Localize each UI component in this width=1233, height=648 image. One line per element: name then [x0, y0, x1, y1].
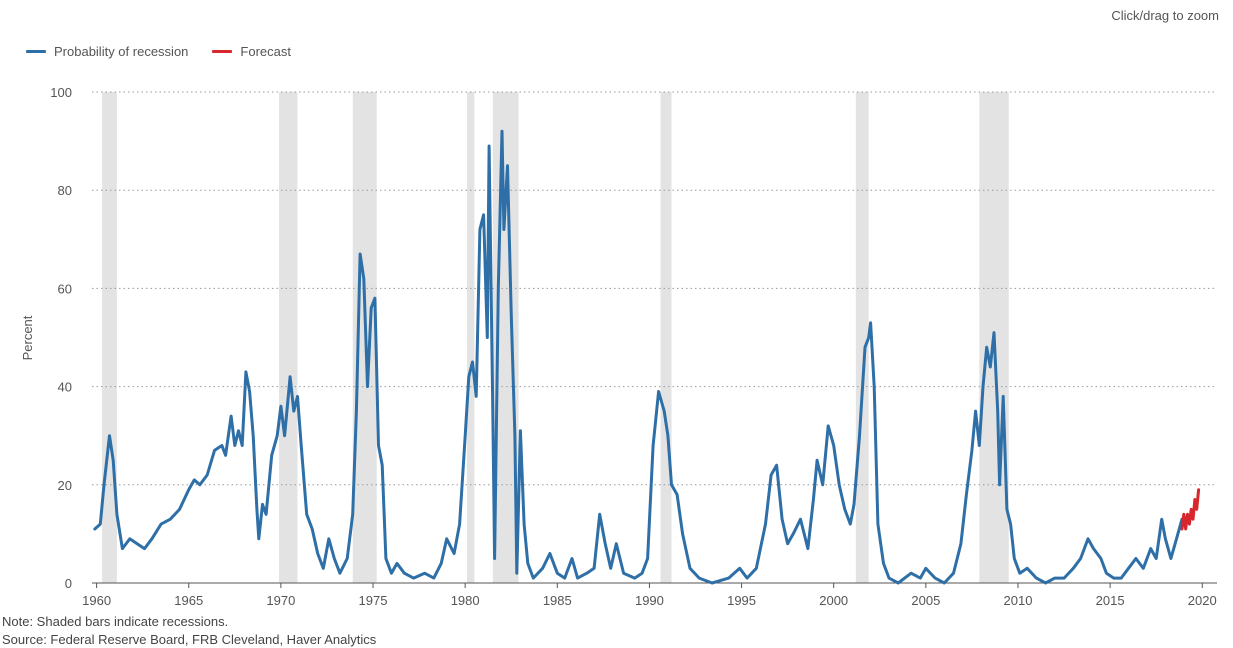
x-tick-label-2020: 2020: [1188, 593, 1217, 608]
x-tick-label-2005: 2005: [911, 593, 940, 608]
recession-probability-chart[interactable]: 0 20 40 60 80 100 1960 1965 1970 1975 1980 1985 1990…: [0, 0, 1233, 612]
x-tick-label-1960: 1960: [82, 593, 111, 608]
legend-swatch-probability: [26, 50, 46, 53]
legend-item-forecast[interactable]: Forecast: [212, 44, 291, 59]
y-tick-label-80: 80: [58, 183, 72, 198]
recession-bar-5: [660, 92, 672, 583]
recession-bar-3: [467, 92, 475, 583]
legend-label-probability: Probability of recession: [54, 44, 189, 59]
legend-item-probability[interactable]: Probability of recession: [26, 44, 188, 59]
recession-bar-6: [855, 92, 869, 583]
chart-note: Note: Shaded bars indicate recessions.: [2, 614, 229, 629]
recession-bar-0: [102, 92, 117, 583]
y-tick-label-40: 40: [58, 380, 72, 395]
x-tick-label-1965: 1965: [174, 593, 203, 608]
x-tick-label-2015: 2015: [1096, 593, 1125, 608]
series-lines: [93, 129, 1201, 585]
zoom-hint[interactable]: Click/drag to zoom: [1111, 8, 1219, 23]
x-tick-label-2010: 2010: [1004, 593, 1033, 608]
x-tick-label-1985: 1985: [543, 593, 572, 608]
x-tick-label-1975: 1975: [359, 593, 388, 608]
x-tick-label-1980: 1980: [451, 593, 480, 608]
series-line-forecast[interactable]: [1180, 488, 1201, 531]
y-tick-label-20: 20: [58, 478, 72, 493]
x-tick-label-1990: 1990: [635, 593, 664, 608]
y-axis-label: Percent: [20, 315, 35, 360]
legend-swatch-forecast: [212, 50, 233, 53]
x-tick-label-1995: 1995: [727, 593, 756, 608]
y-tick-label-0: 0: [65, 576, 72, 591]
legend-label-forecast: Forecast: [240, 44, 291, 59]
recession-bar-1: [279, 92, 298, 583]
gridlines: [92, 91, 1217, 486]
legend: Probability of recession Forecast: [26, 44, 291, 59]
y-tick-label-60: 60: [58, 281, 72, 296]
axes: 0 20 40 60 80 100 1960 1965 1970 1975 1980 1985 1990…: [50, 85, 1217, 608]
series-line-probability[interactable]: [93, 129, 1184, 585]
y-tick-label-100: 100: [50, 85, 72, 100]
x-tick-label-2000: 2000: [819, 593, 848, 608]
chart-source: Source: Federal Reserve Board, FRB Cleve…: [2, 632, 377, 647]
x-tick-label-1970: 1970: [266, 593, 295, 608]
